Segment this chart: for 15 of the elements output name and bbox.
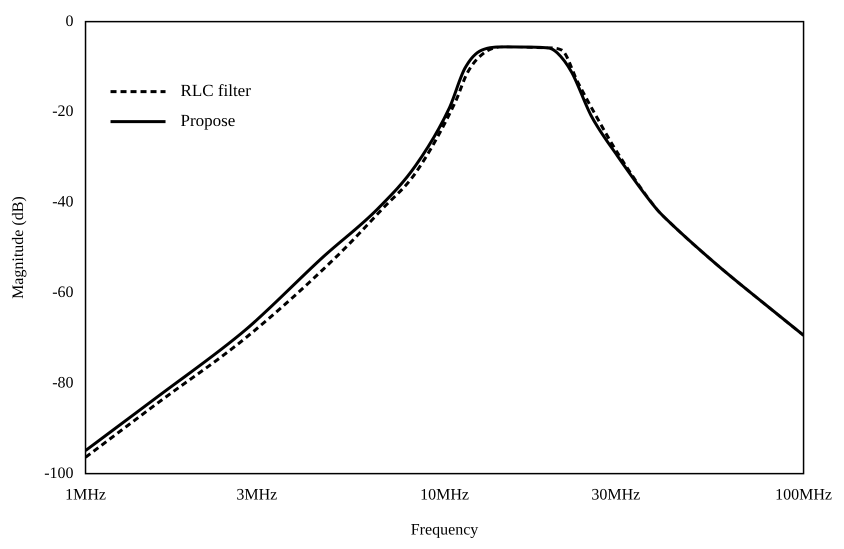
y-tick-label: -100 bbox=[44, 464, 74, 482]
y-tick-label: -20 bbox=[52, 103, 74, 120]
legend-label: RLC filter bbox=[180, 81, 252, 100]
y-axis-title: Magnitude (dB) bbox=[10, 196, 27, 299]
y-tick-label: -80 bbox=[52, 374, 74, 392]
legend-label: Propose bbox=[180, 111, 236, 130]
y-tick-label: -40 bbox=[52, 194, 74, 211]
x-tick-label: 1MHz bbox=[65, 486, 106, 504]
x-axis-title: Frequency bbox=[410, 522, 478, 539]
x-tick-label: 30MHz bbox=[591, 486, 640, 504]
y-tick-label: -60 bbox=[52, 284, 74, 302]
x-tick-label: 3MHz bbox=[236, 486, 278, 504]
x-tick-label: 100MHz bbox=[775, 486, 832, 504]
y-tick-label: 0 bbox=[66, 12, 74, 30]
x-tick-label: 10MHz bbox=[420, 486, 469, 504]
